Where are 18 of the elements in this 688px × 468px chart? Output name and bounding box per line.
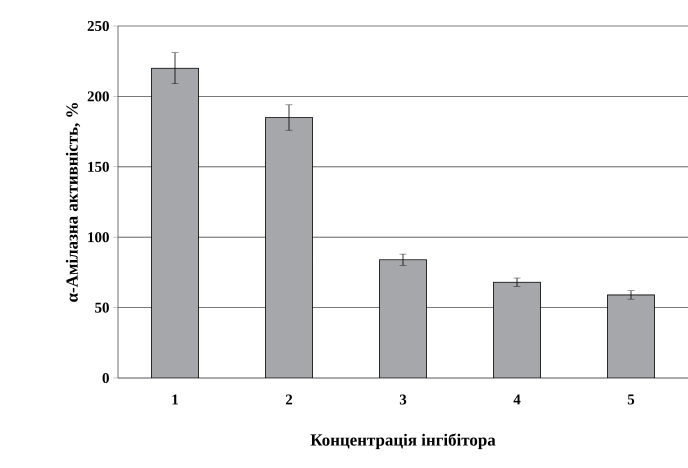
y-tick-label: 0 xyxy=(102,372,109,384)
bar xyxy=(493,282,541,378)
bar xyxy=(265,117,313,378)
y-tick-label: 100 xyxy=(88,232,109,242)
x-tick-label: 2 xyxy=(286,394,292,404)
x-tick-label: 1 xyxy=(172,394,178,404)
bar xyxy=(379,259,427,378)
y-tick-label: 150 xyxy=(88,162,109,172)
bar xyxy=(151,68,199,378)
y-tick-label: 50 xyxy=(95,302,109,313)
x-tick-label: 5 xyxy=(628,394,634,404)
bar xyxy=(607,294,655,378)
x-axis-title: Концентрація інгібітора xyxy=(310,433,496,450)
y-tick-label: 250 xyxy=(88,20,109,32)
x-tick-label: 3 xyxy=(400,394,406,405)
y-tick-label: 200 xyxy=(88,91,109,102)
y-axis-title: α-Амілазна активність, % xyxy=(66,103,80,302)
x-tick-label: 4 xyxy=(513,394,520,404)
